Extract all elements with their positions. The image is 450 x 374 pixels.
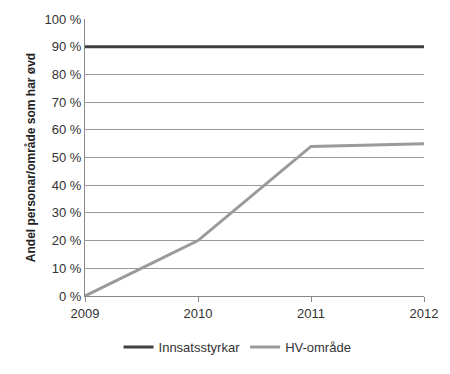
svg-text:Innsatsstyrkar: Innsatsstyrkar [159,340,241,355]
svg-text:2011: 2011 [297,306,325,321]
svg-text:100 %: 100 % [45,12,82,27]
svg-text:2012: 2012 [410,306,439,321]
svg-text:90 %: 90 % [52,39,82,54]
svg-text:0 %: 0 % [59,289,82,304]
svg-text:10 %: 10 % [52,261,82,276]
svg-text:70 %: 70 % [52,95,82,110]
svg-text:2010: 2010 [184,306,213,321]
svg-text:2009: 2009 [71,306,100,321]
svg-text:40 %: 40 % [52,178,82,193]
svg-text:80 %: 80 % [52,67,82,82]
svg-text:HV-område: HV-område [285,340,351,355]
svg-text:20 %: 20 % [52,233,82,248]
svg-text:30 %: 30 % [52,205,82,220]
svg-text:50 %: 50 % [52,150,82,165]
svg-text:60 %: 60 % [52,122,82,137]
svg-text:Andel personar/område som har: Andel personar/område som har øvd [24,53,38,262]
